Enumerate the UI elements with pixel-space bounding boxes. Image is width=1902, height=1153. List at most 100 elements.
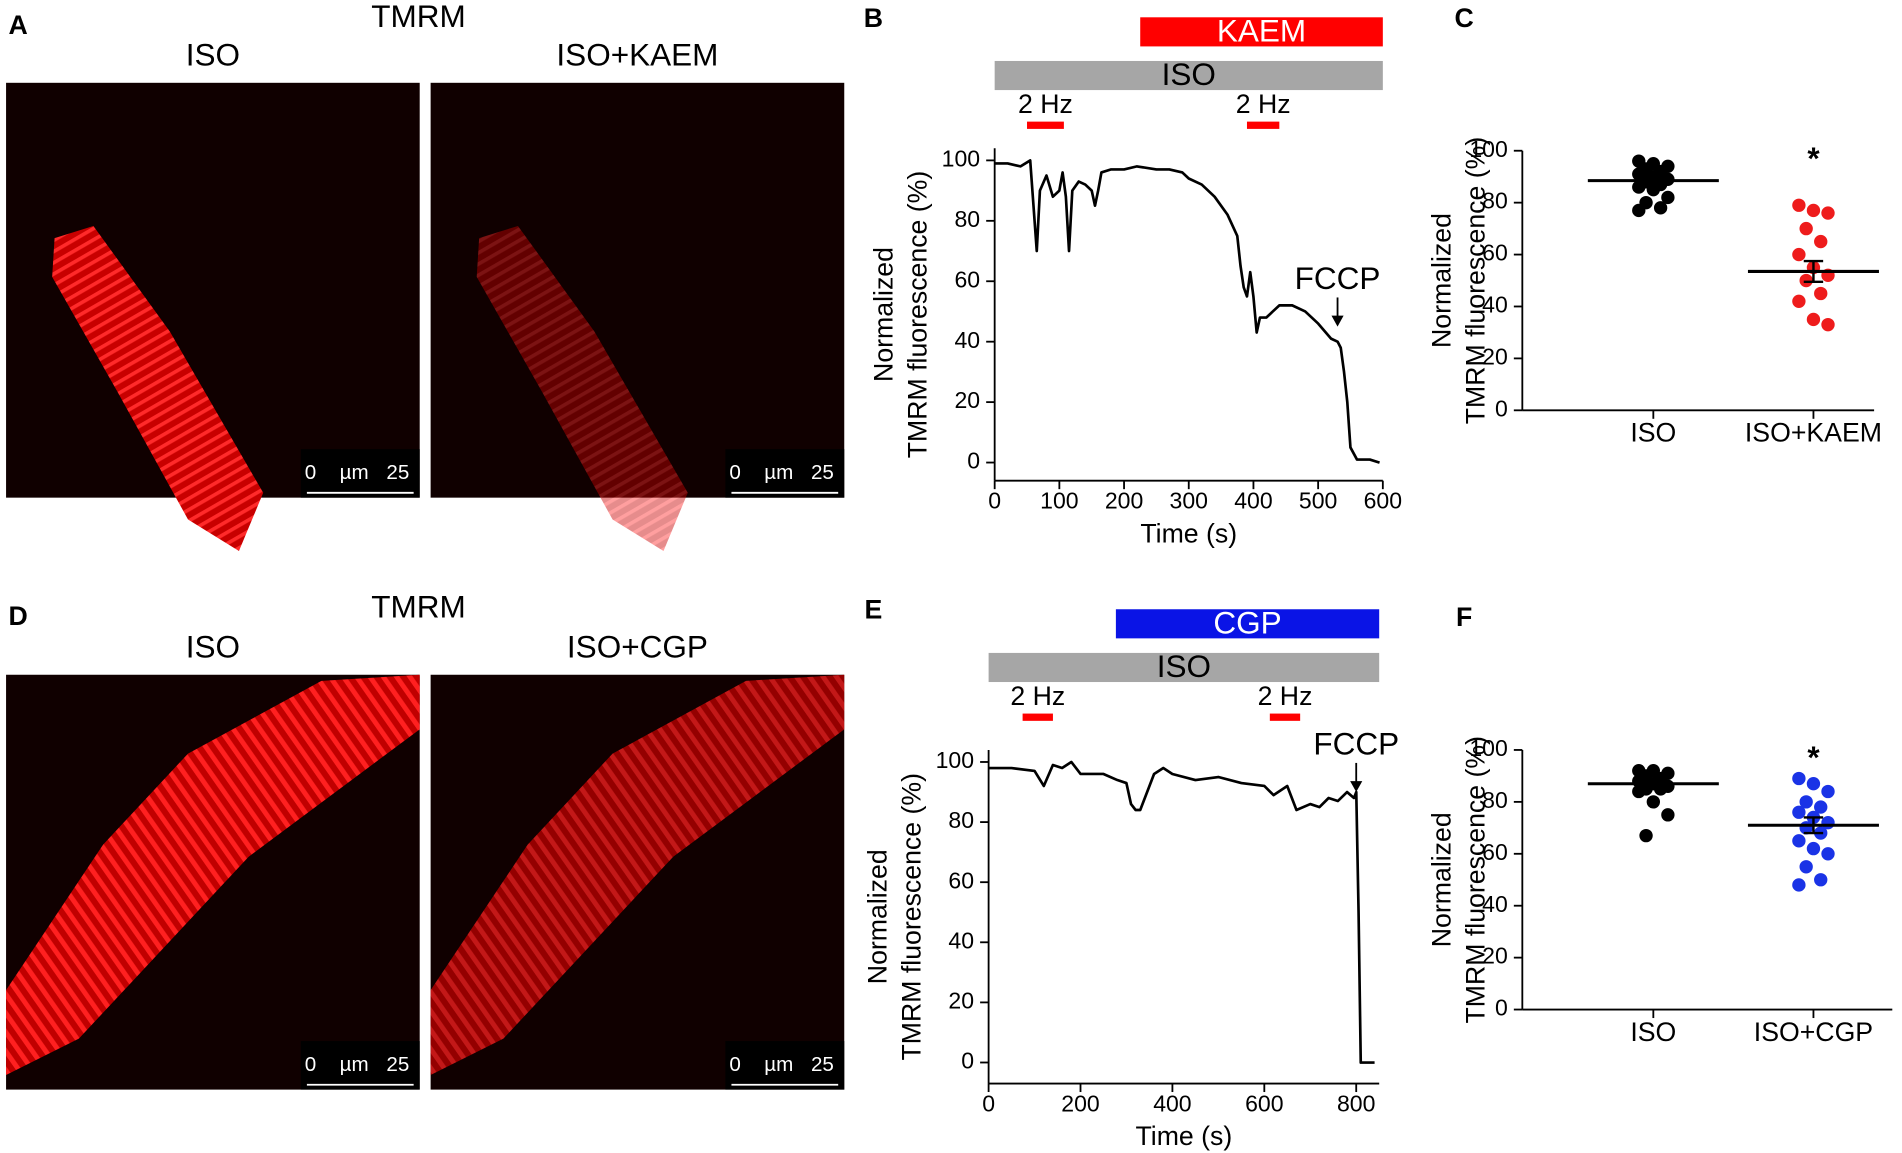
- data-point: [1792, 294, 1806, 308]
- protocol-label: KAEM: [1217, 12, 1306, 48]
- scale-text: µm: [340, 461, 369, 484]
- data-point: [1792, 805, 1806, 819]
- data-point: [1799, 273, 1813, 288]
- y-tick-label: 0: [961, 1048, 974, 1074]
- stimulus-bar: [1022, 713, 1053, 721]
- data-point: [1821, 784, 1835, 799]
- x-tick-label: 300: [1170, 488, 1208, 514]
- data-point: [1792, 878, 1806, 892]
- x-tick-label: 200: [1061, 1090, 1099, 1116]
- y-tick-label: 40: [954, 327, 980, 353]
- y-tick-label: 80: [1482, 787, 1508, 813]
- y-axis-label: Normalized: [1427, 812, 1457, 947]
- cell: [52, 225, 264, 552]
- scale-box: [725, 449, 845, 498]
- panel-letter: F: [1456, 602, 1472, 632]
- panel-title: TMRM: [371, 0, 466, 34]
- y-tick-label: 0: [1495, 395, 1508, 421]
- data-point: [1632, 180, 1646, 194]
- data-point: [1661, 808, 1675, 822]
- annotation: FCCP: [1313, 725, 1399, 761]
- x-tick-label: ISO: [1630, 1017, 1676, 1047]
- cell: [430, 674, 845, 1076]
- stimulus-bar: [1269, 713, 1301, 721]
- cell: [6, 674, 420, 1076]
- protocol-label: CGP: [1213, 604, 1281, 640]
- y-tick-label: 0: [1495, 995, 1508, 1021]
- stimulus-label: 2 Hz: [1018, 89, 1073, 119]
- x-tick-label: 400: [1234, 488, 1272, 514]
- image-label: ISO: [186, 37, 240, 73]
- data-point: [1806, 312, 1821, 327]
- data-point: [1661, 190, 1675, 205]
- scale-text: 0: [305, 461, 316, 484]
- y-tick-label: 60: [954, 266, 980, 292]
- scale-text: 0: [729, 461, 740, 484]
- x-axis-label: Time (s): [1135, 1121, 1232, 1151]
- scale-text: 0: [729, 1053, 740, 1076]
- x-tick-label: 0: [988, 488, 1001, 514]
- image-label: ISO+CGP: [567, 629, 708, 665]
- scale-text: 25: [811, 461, 834, 484]
- panel-letter: D: [9, 601, 28, 631]
- scale-text: 25: [811, 1053, 834, 1076]
- significance: *: [1807, 739, 1820, 775]
- protocol-bar: [994, 60, 1383, 91]
- data-point: [1792, 247, 1806, 262]
- scale-text: µm: [764, 1053, 793, 1076]
- data-point: [1814, 234, 1828, 249]
- scale-box: [300, 1041, 420, 1090]
- data-point: [1792, 834, 1806, 848]
- y-tick-label: 80: [948, 807, 974, 833]
- y-tick-label: 100: [1469, 136, 1507, 162]
- data-point: [1814, 286, 1828, 301]
- y-tick-label: 40: [948, 927, 974, 953]
- arrow-head: [1331, 315, 1344, 327]
- y-tick-label: 20: [954, 387, 980, 413]
- data-point: [1632, 203, 1646, 218]
- scale-text: µm: [764, 461, 793, 484]
- x-tick-label: 600: [1364, 488, 1402, 514]
- y-tick-label: 100: [942, 145, 980, 171]
- y-axis-label: Normalized: [1427, 213, 1457, 348]
- data-line: [994, 159, 1380, 464]
- data-point: [1646, 795, 1661, 809]
- panel-title: TMRM: [371, 589, 466, 625]
- panel-letter: E: [864, 595, 882, 625]
- scale-text: 0: [305, 1053, 316, 1076]
- y-axis-label: TMRM fluorescence (%): [1460, 137, 1490, 425]
- data-point: [1821, 206, 1835, 220]
- stimulus-bar: [1027, 121, 1064, 129]
- data-point: [1632, 784, 1646, 799]
- y-tick-label: 60: [1482, 839, 1508, 865]
- y-axis-label: TMRM fluorescence (%): [903, 171, 933, 459]
- y-tick-label: 100: [1469, 735, 1507, 761]
- x-tick-label: 500: [1299, 488, 1337, 514]
- y-tick-label: 40: [1482, 292, 1508, 318]
- protocol-bar: [1140, 17, 1383, 47]
- x-tick-label: 100: [1040, 488, 1078, 514]
- x-tick-label: 600: [1245, 1090, 1283, 1116]
- data-point: [1799, 795, 1813, 809]
- y-tick-label: 0: [967, 448, 980, 474]
- data-point: [1806, 841, 1821, 856]
- data-point: [1792, 198, 1806, 212]
- stimulus-label: 2 Hz: [1258, 681, 1313, 711]
- stimulus-bar: [1246, 121, 1280, 129]
- y-axis-label: Normalized: [869, 247, 899, 382]
- panel-letter: C: [1454, 3, 1473, 33]
- data-point: [1653, 201, 1668, 215]
- y-tick-label: 100: [936, 747, 974, 773]
- data-point: [1799, 860, 1813, 874]
- panel-letter: A: [9, 10, 28, 40]
- x-tick-label: ISO+KAEM: [1745, 418, 1882, 448]
- scale-box: [725, 1041, 845, 1090]
- y-axis-label: Normalized: [862, 849, 892, 984]
- protocol-bar: [1115, 609, 1380, 639]
- scale-text: 25: [386, 461, 409, 484]
- data-point: [1821, 317, 1835, 332]
- x-tick-label: 0: [982, 1090, 995, 1116]
- y-tick-label: 80: [1482, 188, 1508, 214]
- stimulus-label: 2 Hz: [1236, 89, 1291, 119]
